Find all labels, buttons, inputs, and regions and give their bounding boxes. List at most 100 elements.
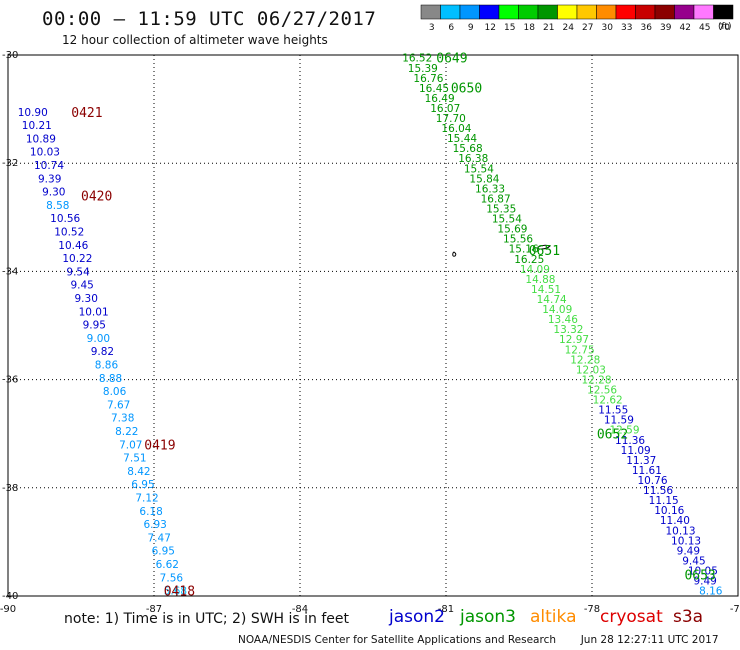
wave-height-value: 14.74 — [537, 294, 567, 306]
wave-height-value: 12.28 — [570, 354, 600, 366]
wave-height-value: 16.07 — [430, 103, 460, 115]
colorbar-swatch — [576, 4, 597, 20]
y-tick-label: -30 — [2, 50, 18, 61]
wave-height-value: 8.16 — [699, 586, 723, 598]
wave-height-value: 10.13 — [671, 535, 701, 547]
colorbar-unit: (ft) — [718, 22, 732, 32]
colorbar-swatch — [479, 4, 500, 20]
wave-height-value: 16.76 — [413, 73, 443, 85]
colorbar-swatch — [615, 4, 636, 20]
colorbar-swatch — [713, 4, 734, 20]
pass-time-label: 0652 — [597, 428, 628, 443]
wave-height-value: 13.32 — [553, 324, 583, 336]
colorbar-swatch — [498, 4, 519, 20]
wave-height-value: 14.88 — [525, 274, 555, 286]
colorbar-swatch — [440, 4, 461, 20]
wave-height-value: 10.90 — [18, 107, 48, 119]
colorbar-swatch — [596, 4, 617, 20]
x-tick-label: -78 — [584, 604, 600, 615]
wave-height-value: 15.69 — [497, 224, 527, 236]
wave-height-value: 10.56 — [50, 213, 80, 225]
wave-height-value: 11.37 — [626, 455, 656, 467]
wave-height-value: 16.49 — [425, 93, 455, 105]
colorbar-label: 9 — [468, 23, 474, 33]
footer-credit: NOAA/NESDIS Center for Satellite Applica… — [238, 634, 719, 646]
legend-cryosat: cryosat — [600, 607, 663, 627]
colorbar-label: 24 — [562, 23, 574, 33]
wave-height-value: 15.39 — [408, 63, 438, 75]
legend-jason2: jason2 — [389, 607, 445, 627]
wave-height-value: 6.95 — [152, 546, 175, 558]
wave-height-value: 10.22 — [62, 253, 92, 265]
wave-height-value: 8.22 — [115, 426, 138, 438]
colorbar-swatch — [459, 4, 480, 20]
colorbar-label: 39 — [660, 23, 672, 33]
colorbar-label: 27 — [582, 23, 593, 33]
pass-time-label: 0421 — [71, 106, 102, 121]
y-tick-label: -38 — [2, 483, 18, 494]
wave-height-value: 10.21 — [22, 120, 52, 132]
colorbar-label: 21 — [543, 23, 554, 33]
wave-height-value: 8.88 — [99, 373, 122, 385]
wave-height-value: 10.03 — [30, 147, 60, 159]
wave-height-value: 6.95 — [131, 479, 154, 491]
colorbar-swatch — [693, 4, 714, 20]
colorbar-label: 42 — [679, 23, 690, 33]
legend-altika: altika — [530, 607, 577, 627]
wave-height-value: 9.49 — [693, 576, 716, 588]
pass-time-label: 0650 — [451, 81, 482, 96]
wave-height-value: 16.04 — [441, 123, 471, 135]
wave-height-value: 9.30 — [75, 293, 98, 305]
wave-height-value: 7.67 — [107, 399, 130, 411]
wave-height-value: 7.12 — [135, 492, 158, 504]
wave-height-value: 12.97 — [559, 334, 589, 346]
footer-note: note: 1) Time is in UTC; 2) SWH is in fe… — [64, 611, 350, 627]
wave-height-value: 6.93 — [143, 519, 166, 531]
wave-height-value: 9.45 — [682, 555, 705, 567]
wave-height-value: 9.39 — [38, 173, 61, 185]
wave-height-value: 16.38 — [458, 153, 488, 165]
wave-height-value: 12.28 — [581, 374, 611, 386]
wave-height-value: 9.54 — [66, 266, 90, 278]
wave-height-value: 12.59 — [609, 425, 639, 437]
wave-height-value: 13.46 — [548, 314, 578, 326]
wave-height-value: 11.09 — [621, 445, 651, 457]
wave-height-value: 10.01 — [79, 306, 109, 318]
wave-height-value: 14.09 — [542, 304, 572, 316]
chart-title: 00:00 – 11:59 UTC 06/27/2017 — [42, 8, 377, 30]
wave-height-value: 15.84 — [469, 173, 499, 185]
wave-height-value: 15.44 — [447, 133, 477, 145]
wave-height-value: 6.62 — [156, 559, 179, 571]
wave-height-value: 10.74 — [34, 160, 64, 172]
wave-height-value: 11.55 — [598, 405, 628, 417]
credit-text: NOAA/NESDIS Center for Satellite Applica… — [238, 634, 556, 646]
wave-height-value: 16.87 — [481, 193, 511, 205]
wave-height-value: 6.18 — [139, 506, 162, 518]
credit-timestamp: Jun 28 12:27:11 UTC 2017 — [580, 634, 719, 646]
wave-height-value: 8.06 — [103, 386, 127, 398]
wave-height-value: 11.15 — [649, 495, 679, 507]
island-outline — [537, 244, 551, 250]
colorbar-label: 15 — [504, 23, 515, 33]
wave-height-value: 14.09 — [520, 264, 550, 276]
wave-height-value: 11.36 — [615, 435, 645, 447]
wave-height-value: 15.68 — [453, 143, 483, 155]
wave-height-value: 10.16 — [654, 505, 684, 517]
pass-time-label: 0653 — [684, 568, 715, 583]
wave-height-value: 12.62 — [593, 395, 623, 407]
colorbar-label: 70 — [718, 23, 730, 33]
wave-height-value: 9.00 — [87, 333, 110, 345]
wave-height-value: 7.51 — [123, 453, 146, 465]
colorbar-swatch — [420, 4, 441, 20]
y-tick-label: -36 — [2, 375, 18, 386]
wave-height-value: 11.61 — [632, 465, 662, 477]
pass-time-label: 0420 — [81, 190, 112, 205]
colorbar-swatch — [537, 4, 558, 20]
wave-height-value: 10.46 — [58, 240, 88, 252]
wave-height-value: 14.51 — [531, 284, 561, 296]
colorbar-label: 18 — [523, 23, 535, 33]
colorbar-label: 36 — [640, 23, 652, 33]
x-tick-label: -90 — [0, 604, 16, 615]
colorbar-label: 45 — [699, 23, 710, 33]
